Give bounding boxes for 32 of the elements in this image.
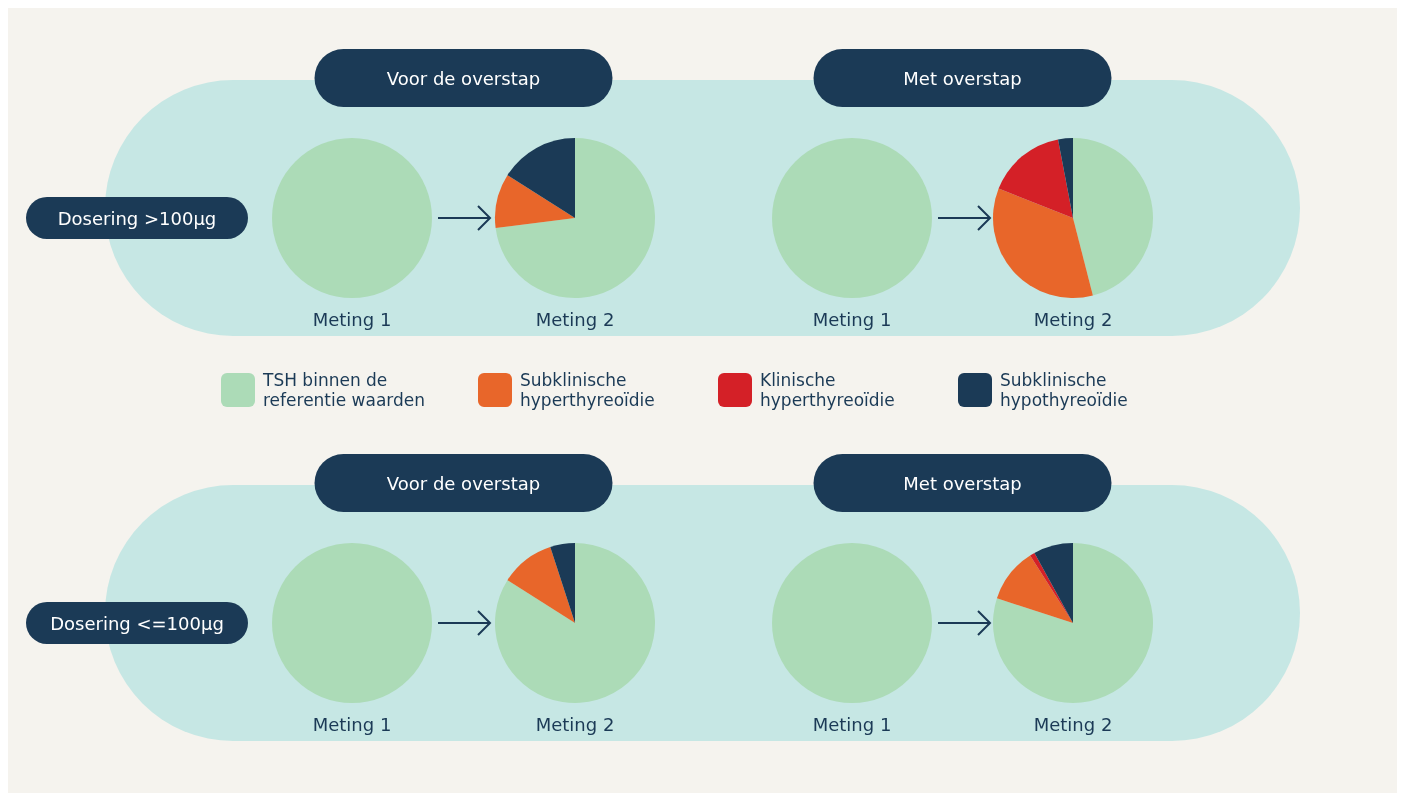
text: Meting 2 [1033,714,1113,735]
text: Met overstap [903,67,1022,89]
legend-label: Klinische hyperthyreoïdie [760,370,895,410]
pie-slice [1030,552,1073,623]
text: Meting 2 [1033,309,1113,330]
pie-slice [998,139,1073,218]
pie-slice [1058,138,1073,218]
text: Meting 2 [535,714,615,735]
pie-slice [1073,138,1153,296]
pie-slice [507,138,575,218]
pie-slice [495,543,655,703]
legend-label: TSH binnen de referentie waarden [262,370,426,410]
text: Meting 1 [812,714,892,735]
pie-slice [993,543,1153,703]
pie-slice [507,546,575,623]
text: Dosering >100μg [57,207,217,229]
text: Met overstap [903,472,1022,494]
text: Meting 1 [312,714,392,735]
pie-slice [993,188,1093,298]
text: Meting 1 [812,309,892,330]
pie-slice [996,555,1073,623]
pie-slice [495,175,575,229]
pie-slice [550,543,575,623]
legend-label: Subklinische hypothyreoïdie [1000,370,1128,410]
legend-label: Subklinische hyperthyreoïdie [520,370,655,410]
text: Dosering <=100μg [50,612,224,634]
text: Meting 1 [312,309,392,330]
text: Voor de overstap [386,472,541,494]
pie-slice [495,138,655,298]
pie-slice [1034,543,1073,623]
text: Voor de overstap [386,67,541,89]
text: Meting 2 [535,309,615,330]
